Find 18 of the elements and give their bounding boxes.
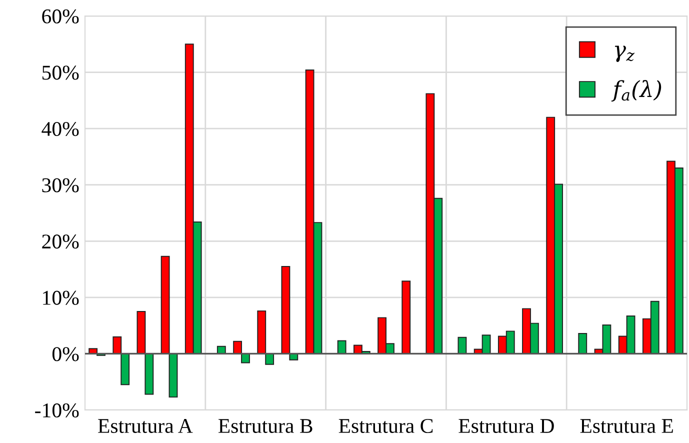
y-tick-label: 40% [42, 122, 79, 136]
y-tick-label: 0% [52, 347, 79, 362]
y-tick-label: 20% [42, 234, 79, 249]
bar [578, 332, 588, 354]
bar [402, 280, 411, 354]
y-tick-label: 10% [43, 290, 79, 305]
x-tick-label: Estrutura D [458, 419, 554, 433]
y-tick-label: -10% [35, 403, 79, 418]
x-tick-label: Estrutura E [580, 419, 673, 433]
legend-label: γ$_{z}$ [614, 46, 635, 62]
legend-label: f$_{a}$(λ) [611, 80, 662, 102]
x-tick-label: Estrutura C [338, 418, 433, 433]
y-tick-label: 30% [42, 178, 79, 192]
x-tick-label: Estrutura B [218, 419, 312, 433]
y-tick-label: 60% [42, 9, 79, 24]
x-tick-label: Estrutura A [98, 419, 193, 433]
y-tick-label: 50% [42, 66, 79, 80]
bar [337, 340, 346, 354]
